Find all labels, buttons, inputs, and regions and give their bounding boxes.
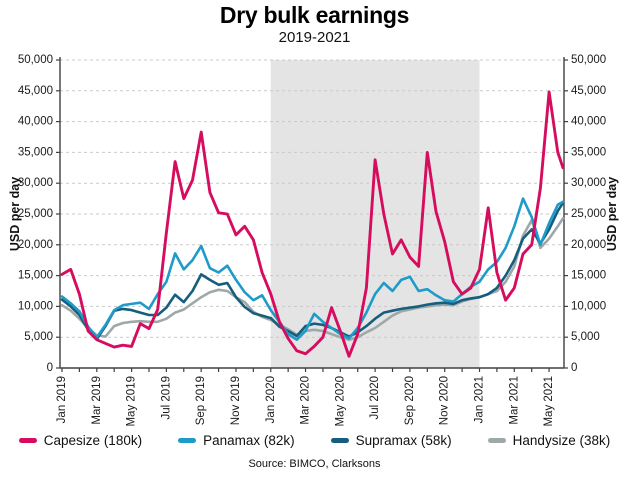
legend-item-supramax: Supramax (58k)	[330, 433, 452, 448]
svg-text:10,000: 10,000	[18, 300, 53, 312]
svg-text:15,000: 15,000	[18, 270, 53, 282]
svg-text:20,000: 20,000	[571, 239, 606, 251]
svg-text:35,000: 35,000	[571, 146, 606, 158]
svg-text:Nov 2019: Nov 2019	[230, 376, 242, 425]
svg-text:30,000: 30,000	[18, 177, 53, 189]
svg-text:Nov 2020: Nov 2020	[439, 376, 451, 425]
supramax-label: Supramax (58k)	[355, 433, 452, 448]
svg-text:0: 0	[47, 362, 53, 374]
handysize-label: Handysize (38k)	[512, 433, 611, 448]
svg-text:May 2020: May 2020	[334, 376, 346, 427]
svg-text:50,000: 50,000	[571, 54, 606, 66]
svg-text:Sep 2020: Sep 2020	[404, 376, 416, 425]
legend-item-capesize: Capesize (180k)	[18, 433, 143, 448]
svg-text:45,000: 45,000	[571, 85, 606, 97]
panamax-label: Panamax (82k)	[203, 433, 295, 448]
svg-text:25,000: 25,000	[18, 208, 53, 220]
capesize-label: Capesize (180k)	[43, 433, 143, 448]
series-panamax	[60, 197, 565, 342]
source-note: Source: BIMCO, Clarksons	[248, 458, 381, 470]
gridlines	[60, 59, 564, 338]
svg-text:Jul 2019: Jul 2019	[160, 376, 172, 419]
svg-text:Jan 2021: Jan 2021	[474, 376, 486, 423]
y-axis-title-right: USD per day	[605, 176, 619, 252]
legend: Capesize (180k) Panamax (82k) Supramax (…	[0, 433, 629, 448]
svg-text:May 2019: May 2019	[126, 376, 138, 427]
svg-text:20,000: 20,000	[18, 239, 53, 251]
svg-text:Jan 2020: Jan 2020	[265, 376, 277, 423]
svg-text:Mar 2019: Mar 2019	[91, 376, 103, 425]
capesize-swatch	[18, 438, 37, 443]
svg-text:Sep 2019: Sep 2019	[195, 376, 207, 425]
chart-title: Dry bulk earnings	[219, 2, 410, 28]
svg-text:5,000: 5,000	[571, 331, 600, 343]
svg-text:10,000: 10,000	[571, 300, 606, 312]
series-capesize	[60, 90, 565, 358]
svg-text:50,000: 50,000	[18, 54, 53, 66]
svg-text:40,000: 40,000	[571, 116, 606, 128]
legend-item-handysize: Handysize (38k)	[487, 433, 611, 448]
svg-text:35,000: 35,000	[18, 146, 53, 158]
svg-text:40,000: 40,000	[18, 116, 53, 128]
svg-text:5,000: 5,000	[24, 331, 53, 343]
svg-text:15,000: 15,000	[571, 270, 606, 282]
supramax-swatch	[330, 438, 349, 443]
svg-text:Mar 2021: Mar 2021	[508, 376, 520, 425]
svg-text:45,000: 45,000	[18, 85, 53, 97]
y-axis-title-left: USD per day	[8, 176, 22, 252]
svg-text:0: 0	[571, 362, 577, 374]
y-axis-labels: 0 0 5,000 5,000 10,000 10,000 15,000 15,000 20,0…	[18, 54, 606, 374]
panamax-swatch	[178, 438, 197, 443]
handysize-swatch	[487, 438, 506, 443]
series-supramax	[60, 201, 565, 341]
x-axis-labels: Jan 2019 Mar 2019 May 2019 Jul 2019 Sep 2019…	[56, 368, 555, 427]
svg-text:Mar 2020: Mar 2020	[300, 376, 312, 425]
svg-text:Jul 2020: Jul 2020	[369, 376, 381, 419]
svg-text:May 2021: May 2021	[543, 376, 555, 427]
chart-subtitle: 2019-2021	[278, 29, 351, 46]
legend-item-panamax: Panamax (82k)	[178, 433, 295, 448]
svg-text:30,000: 30,000	[571, 177, 606, 189]
svg-text:Jan 2019: Jan 2019	[56, 376, 68, 423]
svg-text:25,000: 25,000	[571, 208, 606, 220]
